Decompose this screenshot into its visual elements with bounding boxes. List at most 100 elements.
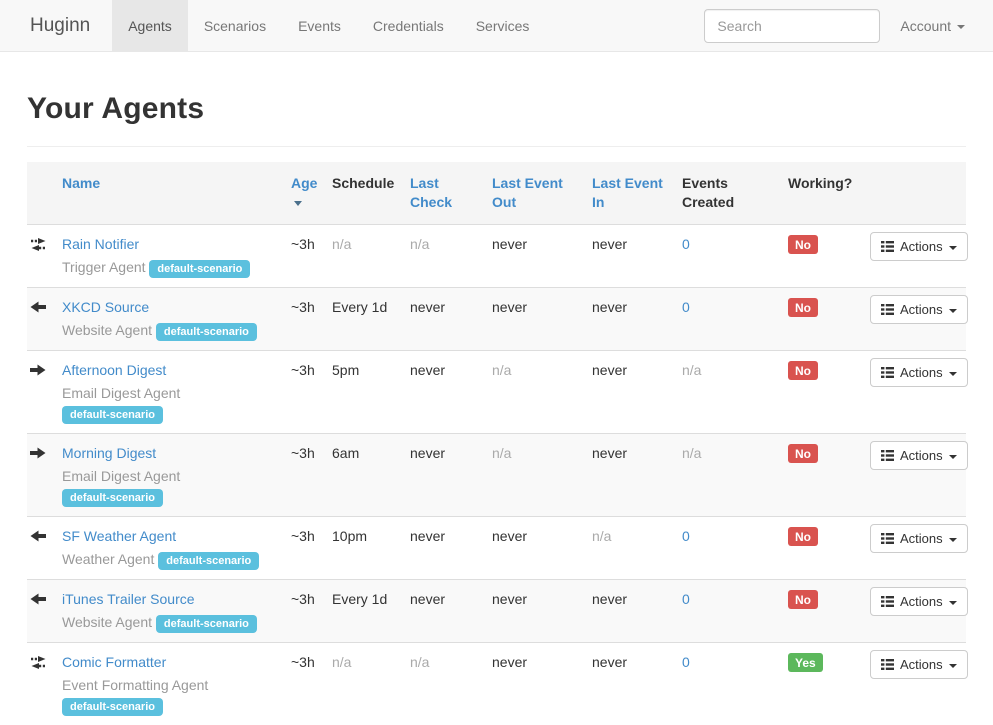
scenario-badge[interactable]: default-scenario xyxy=(149,260,250,278)
working-badge: No xyxy=(788,235,818,254)
scenario-badge[interactable]: default-scenario xyxy=(62,406,163,424)
last-check-cell: never xyxy=(410,517,492,580)
schedule-cell: 5pm xyxy=(332,351,410,434)
agent-type-label: Weather Agent xyxy=(62,551,154,567)
th-list-icon xyxy=(881,659,894,670)
header-events-created: Events Created xyxy=(682,162,788,225)
header-last-check[interactable]: Last Check xyxy=(410,162,492,225)
actions-label: Actions xyxy=(900,594,943,609)
events-created-link[interactable]: 0 xyxy=(682,591,690,607)
events-created-link[interactable]: 0 xyxy=(682,654,690,670)
chevron-down-icon xyxy=(949,664,957,668)
agent-name-link[interactable]: iTunes Trailer Source xyxy=(62,591,195,607)
arrow-right-icon xyxy=(30,447,54,459)
last-check-cell: never xyxy=(410,288,492,351)
divider xyxy=(27,146,966,147)
scenario-badge[interactable]: default-scenario xyxy=(62,698,163,716)
th-list-icon xyxy=(881,450,894,461)
chevron-down-icon xyxy=(949,538,957,542)
last-event-out-cell: never xyxy=(492,643,592,725)
chevron-down-icon xyxy=(957,25,965,29)
chevron-down-icon xyxy=(949,455,957,459)
actions-button[interactable]: Actions xyxy=(870,524,968,553)
header-name[interactable]: Name xyxy=(62,162,291,225)
table-row: Morning Digest Email Digest Agent defaul… xyxy=(27,434,966,517)
search-input[interactable] xyxy=(704,9,880,43)
agent-name-link[interactable]: Afternoon Digest xyxy=(62,362,166,378)
last-check-cell: never xyxy=(410,351,492,434)
header-last-event-in[interactable]: Last Event In xyxy=(592,162,682,225)
last-check-cell: n/a xyxy=(410,225,492,288)
scenario-badge[interactable]: default-scenario xyxy=(156,323,257,341)
header-schedule: Schedule xyxy=(332,162,410,225)
last-event-in-cell: never xyxy=(592,643,682,725)
nav-item-credentials[interactable]: Credentials xyxy=(357,0,460,51)
last-event-out-cell: never xyxy=(492,517,592,580)
nav-item-events[interactable]: Events xyxy=(282,0,357,51)
page-title: Your Agents xyxy=(27,92,966,126)
arrow-left-icon xyxy=(30,530,54,542)
working-badge: No xyxy=(788,361,818,380)
brand-logo[interactable]: Huginn xyxy=(0,0,112,51)
actions-button[interactable]: Actions xyxy=(870,587,968,616)
last-event-out-cell: n/a xyxy=(492,434,592,517)
chevron-down-icon xyxy=(949,601,957,605)
header-icon-col xyxy=(27,162,62,225)
age-cell: ~3h xyxy=(291,434,332,517)
arrow-left-icon xyxy=(30,593,54,605)
actions-label: Actions xyxy=(900,239,943,254)
nav-item-services[interactable]: Services xyxy=(460,0,546,51)
header-last-event-out[interactable]: Last Event Out xyxy=(492,162,592,225)
last-event-in-cell: never xyxy=(592,351,682,434)
events-created-link: n/a xyxy=(682,362,701,378)
age-cell: ~3h xyxy=(291,225,332,288)
table-row: XKCD Source Website Agent default-scenar… xyxy=(27,288,966,351)
scenario-badge[interactable]: default-scenario xyxy=(156,615,257,633)
table-row: Rain Notifier Trigger Agent default-scen… xyxy=(27,225,966,288)
agent-type-label: Email Digest Agent xyxy=(62,468,180,484)
actions-button[interactable]: Actions xyxy=(870,232,968,261)
account-label: Account xyxy=(900,18,951,34)
table-row: iTunes Trailer Source Website Agent defa… xyxy=(27,580,966,643)
working-badge: Yes xyxy=(788,653,823,672)
last-event-out-cell: n/a xyxy=(492,351,592,434)
table-row: SF Weather Agent Weather Agent default-s… xyxy=(27,517,966,580)
working-badge: No xyxy=(788,444,818,463)
th-list-icon xyxy=(881,596,894,607)
last-check-cell: never xyxy=(410,434,492,517)
agent-name-link[interactable]: XKCD Source xyxy=(62,299,149,315)
last-event-out-cell: never xyxy=(492,580,592,643)
header-working: Working? xyxy=(788,162,870,225)
actions-button[interactable]: Actions xyxy=(870,441,968,470)
scenario-badge[interactable]: default-scenario xyxy=(158,552,259,570)
age-cell: ~3h xyxy=(291,643,332,725)
agent-name-link[interactable]: Rain Notifier xyxy=(62,236,139,252)
agent-type-label: Trigger Agent xyxy=(62,259,146,275)
arrow-left-icon xyxy=(30,301,54,313)
agent-name-link[interactable]: Comic Formatter xyxy=(62,654,166,670)
nav-item-scenarios[interactable]: Scenarios xyxy=(188,0,282,51)
schedule-cell: n/a xyxy=(332,225,410,288)
events-created-link[interactable]: 0 xyxy=(682,236,690,252)
working-badge: No xyxy=(788,590,818,609)
last-check-cell: never xyxy=(410,580,492,643)
agent-name-link[interactable]: Morning Digest xyxy=(62,445,156,461)
agent-name-link[interactable]: SF Weather Agent xyxy=(62,528,176,544)
events-created-link[interactable]: 0 xyxy=(682,299,690,315)
events-created-link[interactable]: 0 xyxy=(682,528,690,544)
th-list-icon xyxy=(881,241,894,252)
actions-button[interactable]: Actions xyxy=(870,650,968,679)
schedule-cell: 10pm xyxy=(332,517,410,580)
nav-item-agents[interactable]: Agents xyxy=(112,0,188,51)
schedule-cell: Every 1d xyxy=(332,580,410,643)
account-menu[interactable]: Account xyxy=(900,18,965,34)
actions-button[interactable]: Actions xyxy=(870,358,968,387)
last-event-out-cell: never xyxy=(492,288,592,351)
last-event-in-cell: never xyxy=(592,580,682,643)
table-header-row: Name Age Schedule Last Check Last Event … xyxy=(27,162,966,225)
working-badge: No xyxy=(788,527,818,546)
actions-button[interactable]: Actions xyxy=(870,295,968,324)
scenario-badge[interactable]: default-scenario xyxy=(62,489,163,507)
header-age[interactable]: Age xyxy=(291,162,332,225)
